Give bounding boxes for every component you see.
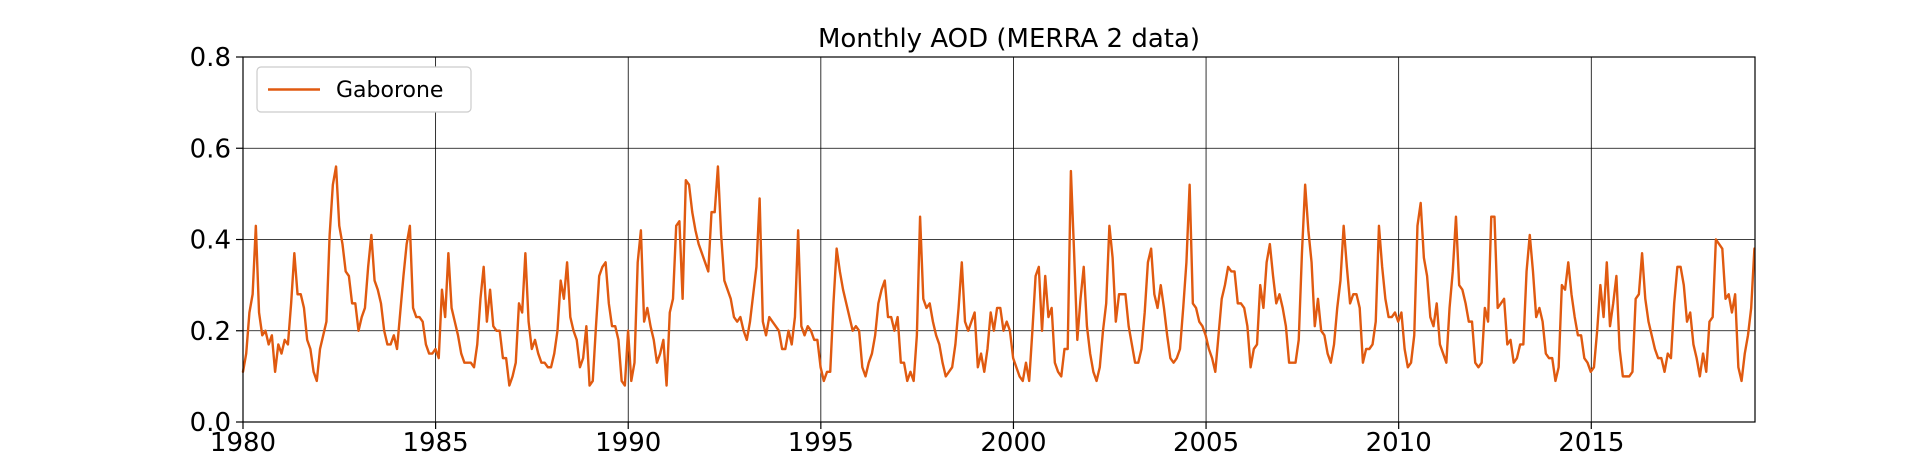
legend-box <box>256 66 472 113</box>
y-tick-label: 0.8 <box>190 43 231 73</box>
x-tick-label: 2010 <box>1366 428 1432 458</box>
x-tick-label: 2000 <box>980 428 1046 458</box>
legend: Gaborone <box>256 66 472 113</box>
y-tick-label: 0.6 <box>190 134 231 164</box>
x-tick-label: 1985 <box>403 428 469 458</box>
y-tick-label: 0.0 <box>190 408 231 438</box>
chart-title: Monthly AOD (MERRA 2 data) <box>818 24 1200 54</box>
x-tick-label: 1995 <box>788 428 854 458</box>
x-tick-label: 1980 <box>210 428 276 458</box>
y-tick-label: 0.2 <box>190 317 231 347</box>
x-tick-label: 2015 <box>1558 428 1624 458</box>
x-tick-label: 1990 <box>595 428 661 458</box>
tick-marks <box>236 56 1592 429</box>
x-tick-label: 2005 <box>1173 428 1239 458</box>
series-layer <box>241 165 1756 387</box>
legend-label: Gaborone <box>336 78 443 103</box>
tick-labels: 1980 1985 1990 1995 2000 2005 2010 2015 0.0 0.2 0.… <box>190 43 1625 458</box>
series-line-gaborone <box>241 165 1756 387</box>
y-tick-label: 0.4 <box>190 226 231 256</box>
